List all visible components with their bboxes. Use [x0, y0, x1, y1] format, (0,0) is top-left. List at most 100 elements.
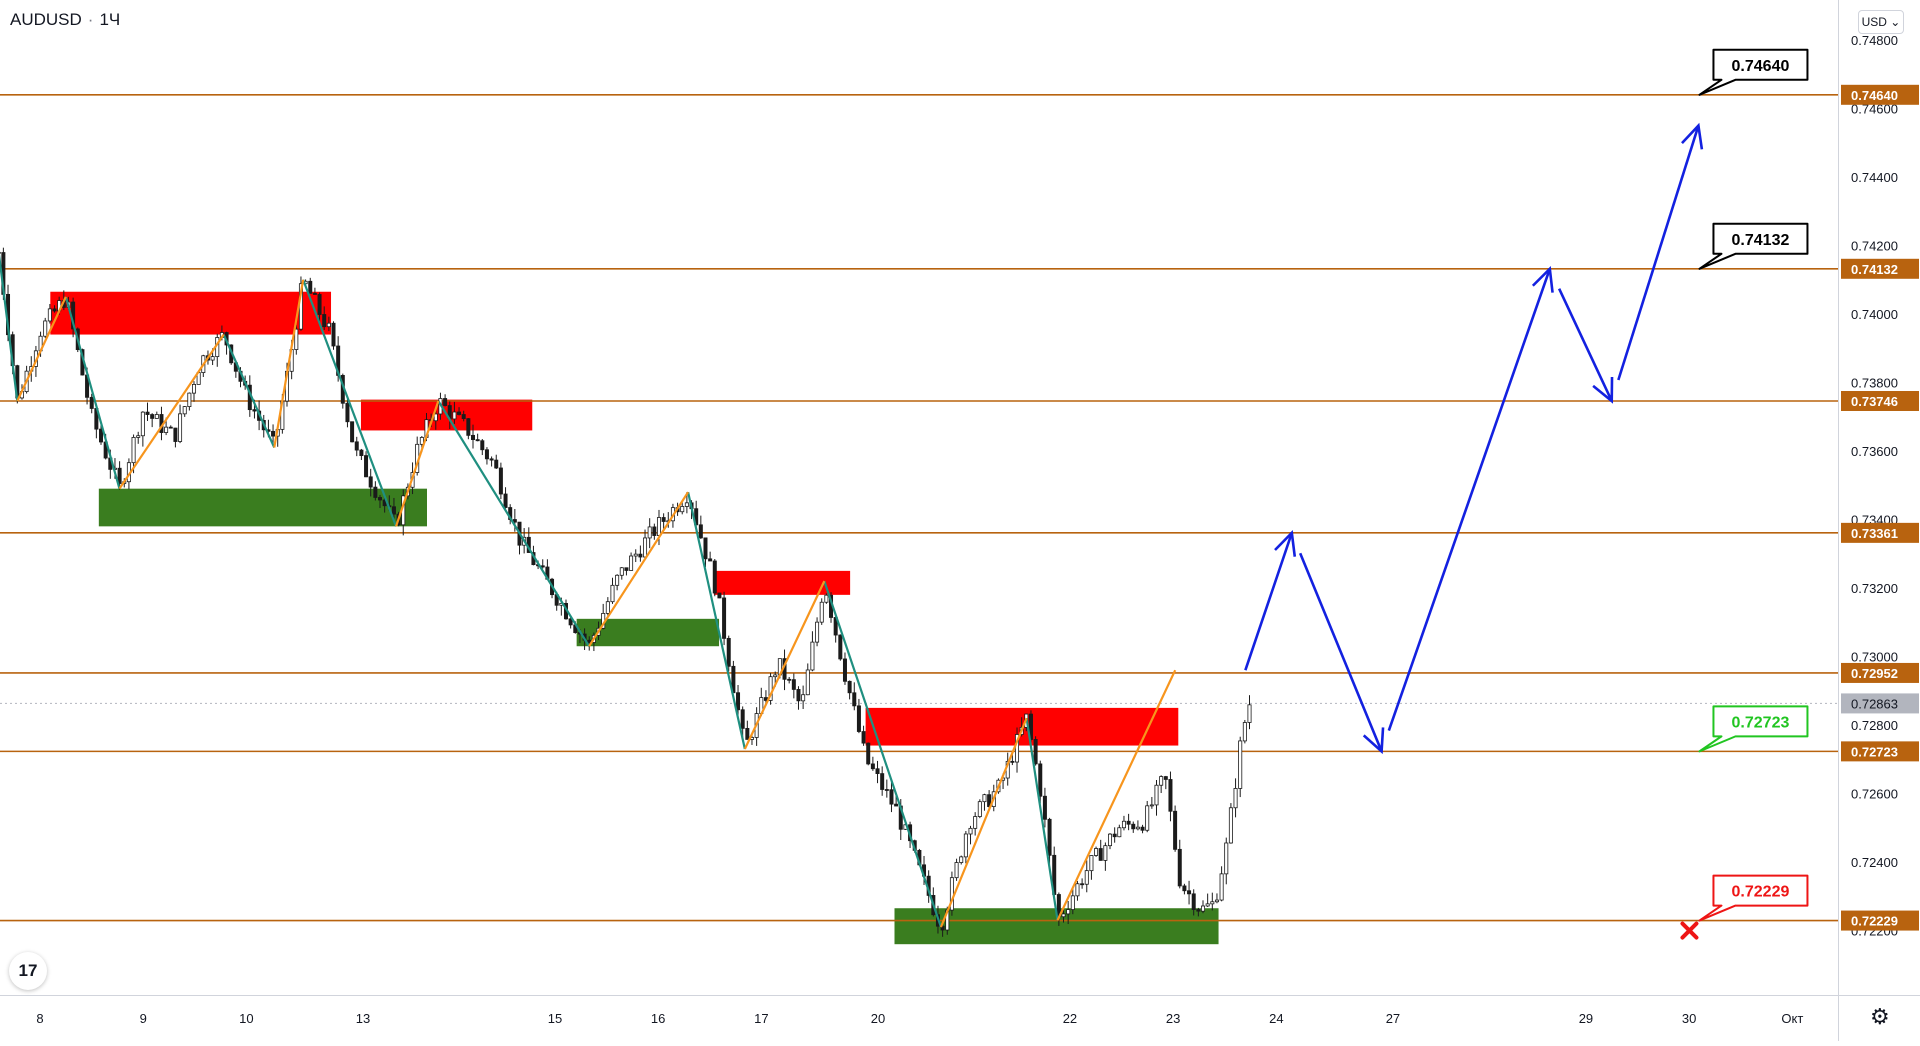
time-tick-label: 17: [754, 1011, 768, 1026]
candle-body: [1146, 806, 1149, 830]
candle: [960, 856, 963, 865]
candle: [1090, 855, 1093, 880]
candle-body: [1062, 914, 1065, 917]
candle-body: [1043, 796, 1046, 819]
candle-body: [890, 790, 893, 804]
currency-button[interactable]: USD ⌄: [1858, 10, 1904, 34]
candle: [1183, 884, 1186, 895]
candle: [351, 421, 354, 442]
candle: [364, 451, 367, 477]
candle-body: [165, 427, 168, 432]
candle-body: [1187, 891, 1190, 894]
candle-body: [620, 568, 623, 576]
candle: [648, 518, 651, 548]
candle: [1085, 860, 1088, 892]
candle: [443, 394, 446, 406]
candle: [485, 447, 488, 464]
candle-body: [481, 441, 484, 450]
candle-body: [364, 456, 367, 477]
candle: [620, 567, 623, 580]
candle-body: [964, 834, 967, 857]
candle: [769, 673, 772, 705]
callout-label: 0.74132: [1732, 232, 1790, 249]
level-label: 0.73361: [1851, 526, 1898, 541]
callout-0.72723: 0.72723: [1699, 706, 1807, 751]
candle-body: [1127, 821, 1130, 824]
candle-body: [839, 635, 842, 659]
zigzag-down-6: [824, 581, 941, 927]
candle-body: [657, 518, 660, 536]
candle-body: [634, 554, 637, 556]
candle-body: [1085, 871, 1088, 885]
candle-body: [443, 398, 446, 405]
tradingview-logo-icon[interactable]: 17: [9, 952, 47, 990]
candle: [1104, 842, 1107, 870]
candle-body: [1169, 779, 1172, 811]
candle: [611, 578, 614, 604]
time-tick-label: 22: [1063, 1011, 1077, 1026]
candle-body: [881, 774, 884, 790]
candle: [797, 686, 800, 710]
candle-body: [90, 397, 93, 408]
candle-body: [806, 670, 809, 695]
price-tick-label: 0.73800: [1851, 376, 1898, 391]
candle-body: [1215, 900, 1218, 902]
candle-body: [53, 309, 56, 311]
zigzag-down-2: [224, 335, 275, 448]
candle-body: [355, 442, 358, 450]
candle: [1243, 720, 1246, 743]
callout-0.74132: 0.74132: [1699, 224, 1807, 269]
candle-body: [332, 323, 335, 346]
candle-body: [792, 680, 795, 690]
candle: [839, 634, 842, 660]
candle-body: [1094, 849, 1097, 856]
candle-body: [811, 642, 814, 670]
candle: [467, 418, 470, 439]
candle-body: [871, 764, 874, 769]
candle-body: [718, 593, 721, 598]
candle-body: [271, 431, 274, 436]
price-axis-level-0.72229: 0.72229: [1841, 911, 1919, 931]
gear-icon[interactable]: ⚙: [1870, 1004, 1890, 1030]
candle: [806, 663, 809, 695]
candle-body: [169, 427, 172, 428]
candle-body: [1164, 777, 1167, 780]
candle-body: [653, 527, 656, 536]
candle-body: [499, 468, 502, 494]
candle-body: [797, 689, 800, 700]
time-tick-label: 27: [1386, 1011, 1400, 1026]
candle-body: [132, 437, 135, 462]
current-price-label: 0.72863: [1841, 693, 1919, 713]
callout-label: 0.72723: [1732, 714, 1790, 731]
candle: [1136, 820, 1139, 830]
candle: [360, 449, 363, 460]
candle-body: [192, 384, 195, 393]
candle-body: [969, 828, 972, 834]
candle: [146, 403, 149, 421]
interval-label: 1Ч: [99, 10, 120, 29]
candle-body: [323, 314, 326, 326]
candle-body: [378, 497, 381, 500]
price-axis-level-0.72723: 0.72723: [1841, 741, 1919, 761]
candle-body: [485, 450, 488, 459]
forecast-segment-1: [1300, 553, 1381, 751]
candle-body: [253, 410, 256, 411]
candle-body: [685, 503, 688, 507]
candle: [978, 799, 981, 818]
candle: [969, 826, 972, 844]
candle: [1201, 900, 1204, 913]
candle-body: [1229, 808, 1232, 843]
price-tick-label: 0.74200: [1851, 239, 1898, 254]
candle-body: [876, 769, 879, 774]
candle: [843, 652, 846, 684]
candle-body: [736, 693, 739, 710]
candle: [151, 413, 154, 427]
candle-body: [1220, 874, 1223, 900]
zigzag-down-7: [1027, 718, 1058, 920]
price-tick-label: 0.74000: [1851, 307, 1898, 322]
